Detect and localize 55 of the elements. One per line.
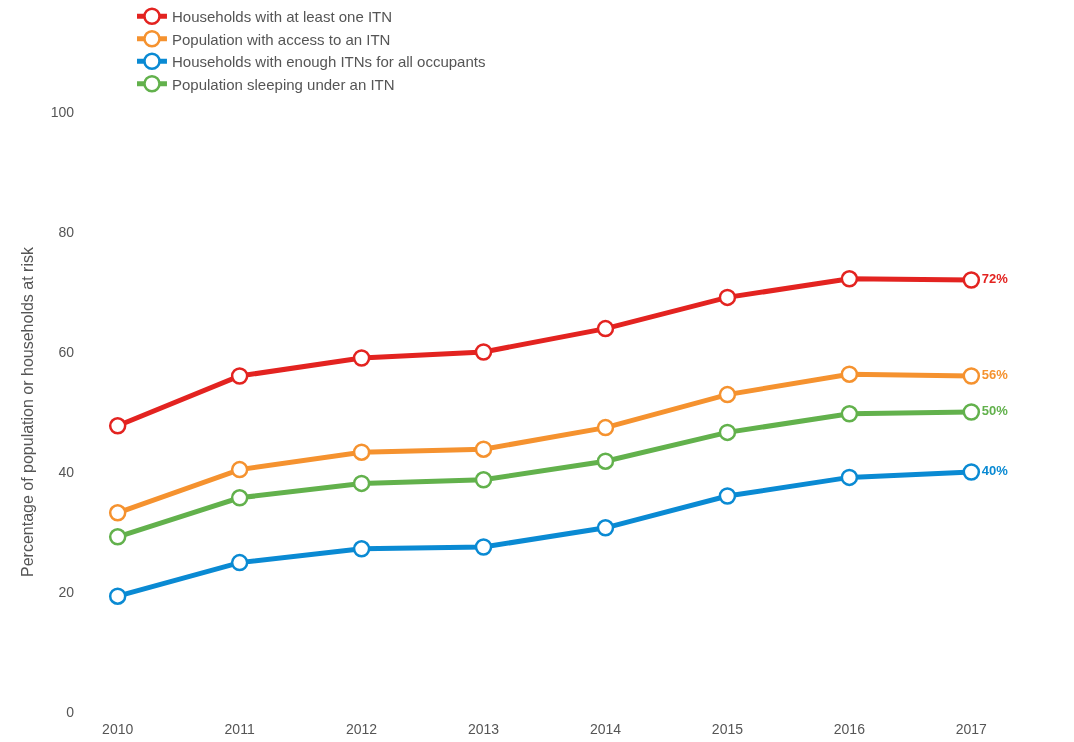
- point: [840, 468, 859, 487]
- point: [718, 487, 737, 505]
- x-tick-label: 2013: [467, 720, 500, 737]
- point: [718, 288, 737, 307]
- point: [108, 417, 127, 435]
- x-tick-label: 2012: [346, 720, 378, 737]
- y-tick-label: 0: [66, 703, 75, 720]
- point: [474, 471, 493, 489]
- point: [596, 519, 615, 537]
- x-tick-label: 2011: [224, 720, 255, 737]
- legend-label: Population with access to an ITN: [171, 30, 391, 48]
- point: [718, 385, 737, 404]
- point: [596, 319, 615, 338]
- y-tick-label: 40: [58, 463, 75, 480]
- point: [352, 540, 371, 558]
- point: [474, 538, 493, 556]
- point: [596, 418, 615, 437]
- point: [352, 349, 371, 367]
- point: [840, 405, 859, 423]
- point: [352, 443, 371, 461]
- point: [108, 528, 127, 546]
- point: [962, 463, 981, 481]
- x-tick-label: 2015: [711, 720, 744, 737]
- point: [230, 460, 249, 479]
- point: [840, 365, 859, 383]
- point: [840, 270, 859, 288]
- x-tick-label: 2014: [589, 720, 622, 737]
- x-tick-label: 2010: [102, 720, 134, 737]
- y-tick-label: 60: [58, 343, 75, 360]
- point: [230, 553, 249, 572]
- x-tick-label: 2017: [955, 720, 988, 737]
- point: [962, 403, 981, 421]
- legend-label: Households with at least one ITN: [171, 8, 393, 26]
- point: [596, 452, 615, 470]
- data-label: 40%: [981, 463, 1009, 479]
- data-label: 56%: [981, 367, 1009, 383]
- point: [474, 440, 493, 458]
- point: [352, 474, 371, 493]
- point: [230, 489, 249, 507]
- y-tick-label: 100: [50, 103, 75, 120]
- x-tick-label: 2016: [833, 720, 866, 737]
- point: [108, 504, 127, 522]
- data-label: 50%: [981, 403, 1009, 419]
- legend-label: Households with enough ITNs for all occupants: [171, 53, 486, 71]
- point: [718, 423, 737, 442]
- point: [962, 271, 981, 289]
- point: [474, 343, 493, 361]
- point: [108, 587, 127, 605]
- point: [230, 367, 249, 385]
- y-tick-label: 20: [58, 583, 75, 600]
- legend-label: Population sleeping under an ITN: [171, 75, 395, 93]
- y-axis-title: Percentage of population or households at risk: [19, 246, 36, 577]
- point: [962, 367, 981, 385]
- data-label: 72%: [981, 271, 1009, 287]
- y-tick-label: 80: [58, 223, 75, 240]
